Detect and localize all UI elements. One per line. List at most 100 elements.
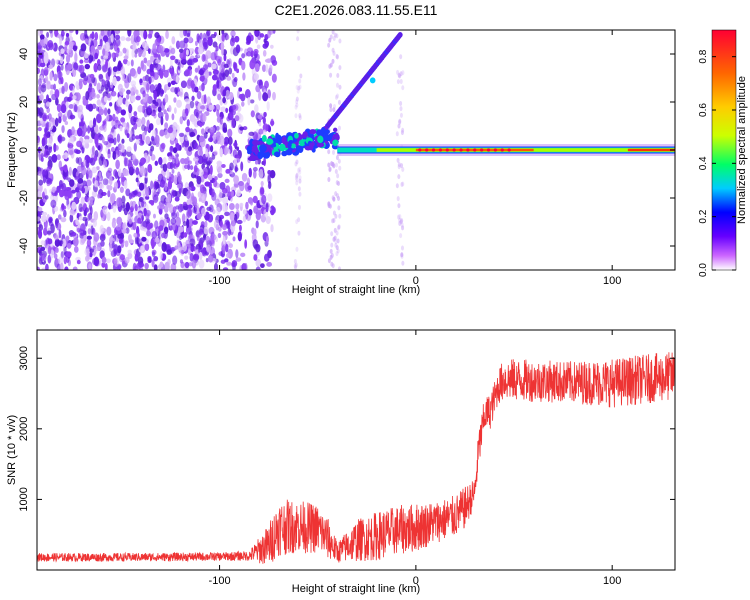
spectrogram-noise-cell xyxy=(43,54,49,65)
spectrogram-noise-cell xyxy=(70,231,77,237)
spectrogram-noise-cell xyxy=(263,157,267,167)
spectrogram-noise-cell xyxy=(54,117,59,127)
spectrogram-noise-cell xyxy=(224,178,230,184)
spectrogram-noise-cell xyxy=(48,155,53,161)
spectrogram-noise-cell xyxy=(94,32,99,41)
spectrogram-noise-cell xyxy=(253,228,257,237)
spectrogram-streak-cell xyxy=(298,169,302,175)
spectrogram-noise-cell xyxy=(134,53,138,58)
spectrogram-noise-cell xyxy=(230,219,236,227)
spectrogram-plume-cell xyxy=(266,138,274,145)
spectrogram-plume-cell xyxy=(261,135,267,143)
spectrogram-noise-cell xyxy=(157,111,164,119)
spectrogram-noise-cell xyxy=(67,109,73,120)
spectrogram-noise-cell xyxy=(93,232,100,242)
spectrogram-noise-cell xyxy=(185,126,191,133)
spectrogram-noise-cell xyxy=(106,113,110,122)
spectrogram-noise-cell xyxy=(82,141,87,148)
spectrogram-streak-cell xyxy=(396,157,400,163)
spectrogram-streak-cell xyxy=(337,158,341,164)
spectrogram-noise-cell xyxy=(127,30,132,37)
spectrogram-noise-cell xyxy=(61,125,65,134)
spectrogram-noise-cell xyxy=(60,262,64,270)
spectrogram-noise-cell xyxy=(144,243,150,252)
spectrogram-noise-cell xyxy=(103,159,108,169)
spectrogram-noise-cell xyxy=(171,189,175,198)
spectrogram-noise-cell xyxy=(76,127,83,137)
spectrogram-noise-cell xyxy=(196,234,200,242)
spectrogram-noise-cell xyxy=(161,241,167,252)
spectrogram-noise-cell xyxy=(125,99,129,107)
spectrogram-noise-cell xyxy=(266,261,273,267)
spectrogram-noise-cell xyxy=(55,248,59,253)
spectrogram-noise-cell xyxy=(118,238,123,245)
spectrogram-streak-cell xyxy=(329,103,333,109)
spectrogram-noise-cell xyxy=(164,122,169,130)
colorbar-ticks: 0.0 0.2 0.4 0.6 0.8 xyxy=(698,49,736,277)
spectrogram-noise-cell xyxy=(199,237,205,244)
spectrogram-noise-cell xyxy=(241,60,246,71)
snr-x-label: Height of straight line (km) xyxy=(292,583,420,595)
spectrogram-noise-cell xyxy=(167,180,173,190)
spectrogram-noise-cell xyxy=(164,213,169,220)
spectrogram-noise-cell xyxy=(237,113,244,123)
spectrogram-noise-cell xyxy=(199,75,205,82)
spectrogram-streak-cell xyxy=(335,54,339,60)
spectrogram-noise-cell xyxy=(198,39,203,49)
spectrogram-noise-cell xyxy=(85,91,90,101)
spectrogram-noise-cell xyxy=(82,180,87,187)
spectrogram-noise-cell xyxy=(258,128,264,135)
spectrogram-noise-cell xyxy=(153,53,159,58)
spectrogram-noise-cell xyxy=(129,68,136,77)
spectrogram-noise-cell xyxy=(108,175,113,186)
spectrogram-noise-cell xyxy=(46,81,51,90)
spectrogram-streak-cell xyxy=(331,47,335,53)
spectrogram-noise-cell xyxy=(150,55,154,63)
spectrogram-noise-cell xyxy=(48,138,53,148)
spectrogram-noise-cell xyxy=(206,96,211,107)
spectrogram-noise-cell xyxy=(91,145,95,155)
spectrogram-noise-cell xyxy=(45,75,49,83)
spectrogram-noise-cell xyxy=(199,32,203,40)
spectrogram-noise-cell xyxy=(250,110,255,118)
spectrogram-streak-cell xyxy=(395,183,399,189)
spectrogram-noise-cell xyxy=(37,207,43,212)
spectrogram-noise-cell xyxy=(54,190,58,197)
spectrogram-noise-cell xyxy=(138,182,145,191)
spectrogram-noise-cell xyxy=(219,147,223,158)
spectrogram-noise-cell xyxy=(227,221,231,230)
spectrogram-noise-cell xyxy=(93,219,98,228)
spectrogram-noise-cell xyxy=(217,93,222,101)
spectrogram-streak-cell xyxy=(331,195,335,201)
spectrogram-streak-cell xyxy=(400,252,404,258)
spectrogram-noise-cell xyxy=(223,53,227,62)
spectrogram-noise-cell xyxy=(141,49,147,58)
spectrogram-streak-cell xyxy=(397,164,401,170)
spectrogram-noise-cell xyxy=(76,259,81,265)
spectrogram-streak-cell xyxy=(399,54,403,60)
spectrogram-noise-cell xyxy=(88,58,92,64)
spectrogram-streak-cell xyxy=(331,58,335,64)
spectrogram-noise-cell xyxy=(39,118,44,125)
spectrogram-noise-cell xyxy=(184,98,191,103)
spectrogram-noise-cell xyxy=(186,119,190,127)
spectrogram-streak-cell xyxy=(336,73,340,79)
spectrogram-noise-cell xyxy=(112,66,118,73)
spectrogram-noise-cell xyxy=(54,89,60,99)
spectrogram-noise-cell xyxy=(139,167,146,177)
spectrogram-noise-cell xyxy=(191,260,197,269)
spectrogram-noise-cell xyxy=(211,74,218,81)
spectrogram-noise-cell xyxy=(197,46,204,55)
spectrogram-noise-cell xyxy=(128,218,133,225)
spectrogram-noise-cell xyxy=(107,108,111,115)
spectrogram-noise-cell xyxy=(114,30,121,34)
spectrogram-noise-cell xyxy=(53,253,58,260)
spectrogram-noise-cell xyxy=(263,111,267,118)
spectrogram-noise-cell xyxy=(197,155,204,165)
spectrogram-noise-cell xyxy=(195,111,199,119)
snr-xtick-label: -100 xyxy=(209,575,231,587)
spectrogram-streak-cell xyxy=(399,219,403,225)
spectrogram-chirp-cell xyxy=(397,32,403,38)
spectrogram-noise-cell xyxy=(130,115,137,126)
